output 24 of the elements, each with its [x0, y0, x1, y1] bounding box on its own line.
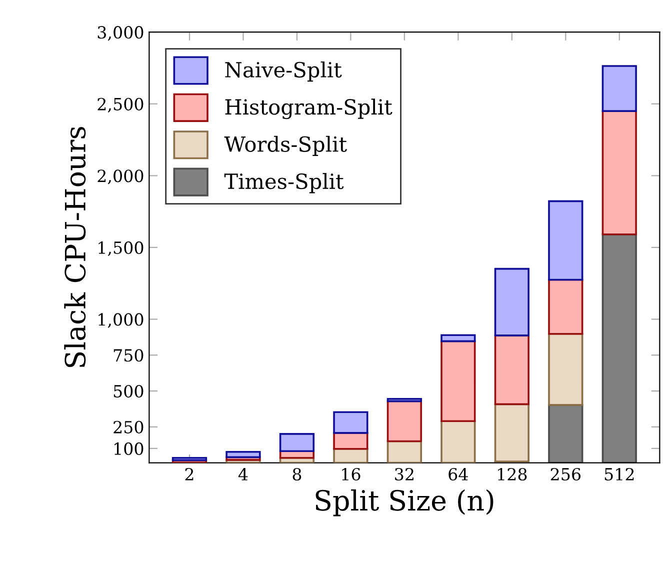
x-tick-label: 2: [185, 468, 194, 480]
x-tick-label: 64: [448, 468, 468, 481]
x-tick-label: 16: [342, 468, 360, 481]
x-tick-label: 256: [550, 468, 580, 481]
y-tick-label: 100: [114, 442, 144, 455]
y-tick-label: 250: [114, 420, 144, 434]
x-tick-label: 512: [604, 468, 634, 481]
y-tick-label: 3,000: [98, 26, 144, 41]
y-tick-label: 1,500: [98, 241, 144, 256]
x-tick-label: 32: [395, 468, 414, 481]
y-tick-label: 500: [114, 384, 144, 398]
legend-label: Histogram-Split: [225, 98, 392, 120]
x-axis-title: Split Size (n): [316, 489, 494, 516]
y-axis-title: Slack CPU-Hours: [64, 126, 86, 368]
y-tick-label: 2,500: [98, 98, 144, 112]
y-tick-label: 2,000: [98, 170, 144, 184]
y-tick-label: 1,000: [98, 313, 144, 328]
x-tick-label: 128: [498, 468, 527, 481]
x-tick-label: 4: [238, 468, 248, 480]
y-tick-label: 750: [114, 349, 144, 362]
legend-label: Naive-Split: [225, 61, 342, 82]
legend-label: Times-Split: [224, 173, 344, 194]
x-tick-label: 8: [292, 468, 302, 481]
legend-label: Words-Split: [224, 136, 347, 156]
